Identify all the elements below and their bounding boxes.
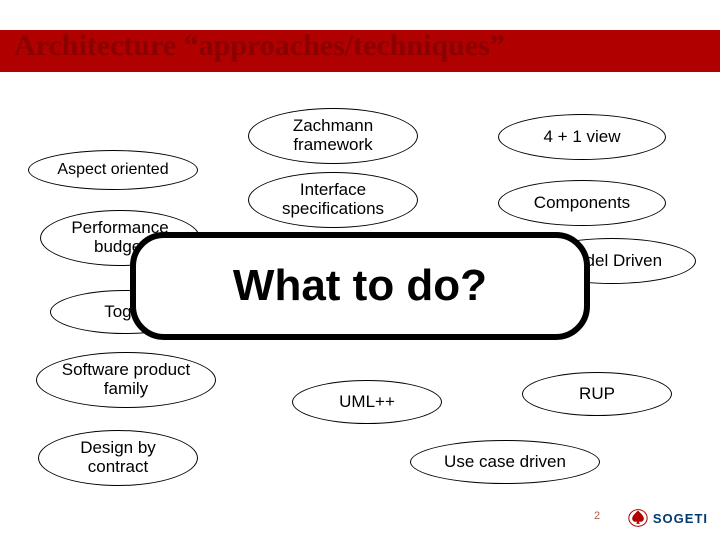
bubble-label: Aspect oriented xyxy=(57,161,168,179)
brand-name: SOGETI xyxy=(653,511,708,526)
bubble-label: Components xyxy=(534,194,630,213)
page-number: 2 xyxy=(594,510,600,522)
bubble-components: Components xyxy=(498,180,666,226)
bubble-umlpp: UML++ xyxy=(292,380,442,424)
bubble-label: RUP xyxy=(579,385,615,404)
bubble-label: 4 + 1 view xyxy=(543,128,620,147)
bubble-spf: Software product family xyxy=(36,352,216,408)
bubble-four-plus-one: 4 + 1 view xyxy=(498,114,666,160)
overlay-label: What to do? xyxy=(233,261,487,311)
bubble-zachmann: Zachmann framework xyxy=(248,108,418,164)
bubble-interface: Interface specifications xyxy=(248,172,418,228)
bubble-aspect: Aspect oriented xyxy=(28,150,198,190)
footer: 2 SOGETI xyxy=(0,504,720,532)
bubble-label: Zachmann framework xyxy=(293,117,373,154)
bubble-rup: RUP xyxy=(522,372,672,416)
bubble-label: Software product family xyxy=(62,361,191,398)
bubble-label: Use case driven xyxy=(444,453,566,472)
bubble-dbc: Design by contract xyxy=(38,430,198,486)
spade-icon xyxy=(627,508,649,528)
brand-logo: SOGETI xyxy=(627,508,708,528)
page-title: Architecture “approaches/techniques” xyxy=(14,29,505,63)
bubble-label: Design by contract xyxy=(80,439,156,476)
bubble-label: UML++ xyxy=(339,393,395,412)
bubble-ucd: Use case driven xyxy=(410,440,600,484)
bubble-label: Interface specifications xyxy=(282,181,384,218)
overlay-callout: What to do? xyxy=(130,232,590,340)
